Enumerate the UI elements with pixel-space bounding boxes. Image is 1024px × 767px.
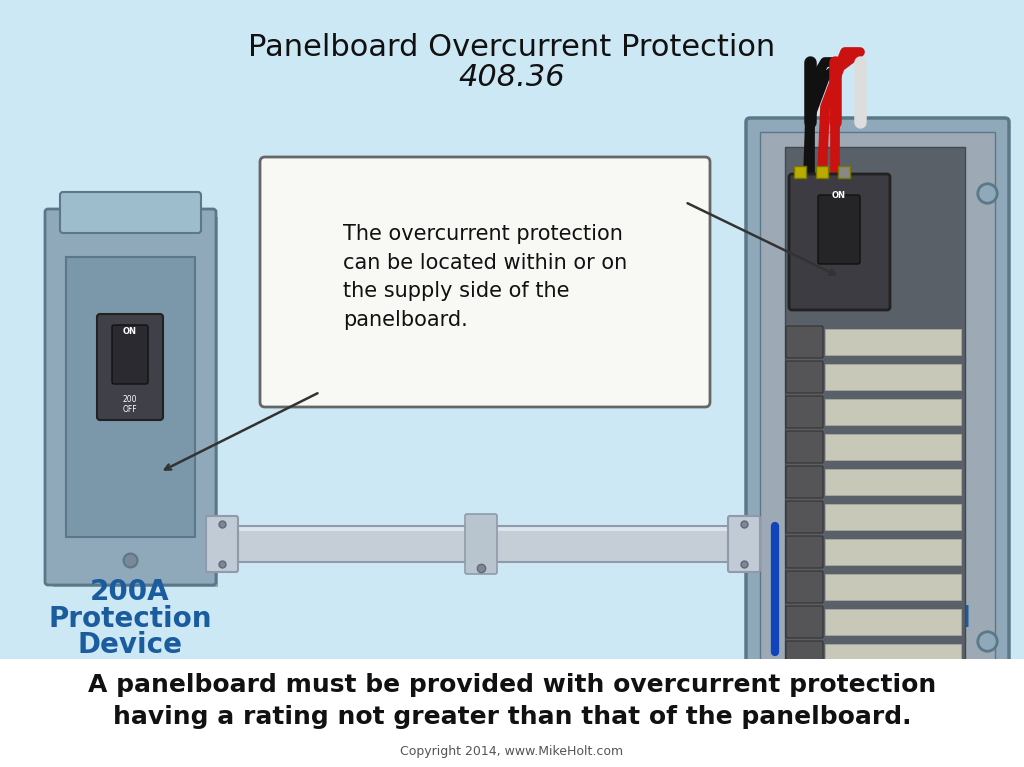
- Bar: [0, 659, 1024, 767]
- Text: Copyright 2014, www.MikeHolt.com: Copyright 2014, www.MikeHolt.com: [400, 746, 624, 759]
- FancyBboxPatch shape: [786, 361, 823, 393]
- Bar: [825, 504, 961, 530]
- Bar: [825, 574, 961, 600]
- Text: The overcurrent protection
can be located within or on
the supply side of the
pa: The overcurrent protection can be locate…: [343, 224, 627, 331]
- FancyBboxPatch shape: [760, 132, 995, 702]
- Text: 200: 200: [123, 394, 137, 403]
- Bar: [825, 609, 961, 635]
- FancyBboxPatch shape: [260, 157, 710, 407]
- Text: 408.36: 408.36: [459, 62, 565, 91]
- Text: having a rating not greater than that of the panelboard.: having a rating not greater than that of…: [113, 705, 911, 729]
- Text: OFF: OFF: [123, 404, 137, 413]
- FancyBboxPatch shape: [60, 192, 201, 233]
- FancyBboxPatch shape: [465, 514, 497, 574]
- Text: 200A: 200A: [90, 578, 170, 606]
- FancyBboxPatch shape: [786, 396, 823, 428]
- FancyBboxPatch shape: [786, 571, 823, 603]
- Bar: [825, 329, 961, 355]
- FancyBboxPatch shape: [45, 209, 216, 585]
- Bar: [785, 147, 965, 692]
- FancyBboxPatch shape: [66, 257, 195, 537]
- FancyBboxPatch shape: [786, 326, 823, 358]
- Bar: [825, 644, 961, 670]
- Text: Panelboard: Panelboard: [793, 605, 971, 633]
- FancyBboxPatch shape: [786, 536, 823, 568]
- Text: Device: Device: [78, 631, 182, 659]
- Text: Panelboard Overcurrent Protection: Panelboard Overcurrent Protection: [249, 32, 775, 61]
- FancyBboxPatch shape: [786, 501, 823, 533]
- Text: 225A: 225A: [842, 578, 922, 606]
- FancyBboxPatch shape: [818, 195, 860, 264]
- FancyBboxPatch shape: [786, 641, 823, 673]
- FancyBboxPatch shape: [786, 466, 823, 498]
- Text: A panelboard must be provided with overcurrent protection: A panelboard must be provided with overc…: [88, 673, 936, 697]
- Bar: [213, 526, 750, 562]
- Text: ON: ON: [831, 190, 846, 199]
- FancyBboxPatch shape: [786, 431, 823, 463]
- Bar: [825, 364, 961, 390]
- Bar: [213, 526, 750, 562]
- Text: Protection: Protection: [48, 605, 212, 633]
- Bar: [825, 539, 961, 565]
- FancyBboxPatch shape: [112, 325, 148, 384]
- Bar: [825, 469, 961, 495]
- Bar: [825, 434, 961, 460]
- FancyBboxPatch shape: [790, 174, 890, 310]
- FancyBboxPatch shape: [97, 314, 163, 420]
- FancyBboxPatch shape: [746, 118, 1009, 716]
- Bar: [213, 526, 750, 531]
- FancyBboxPatch shape: [786, 606, 823, 638]
- Bar: [825, 399, 961, 425]
- Bar: [53, 217, 218, 587]
- FancyBboxPatch shape: [728, 516, 760, 572]
- FancyBboxPatch shape: [206, 516, 238, 572]
- Text: ON: ON: [123, 327, 137, 335]
